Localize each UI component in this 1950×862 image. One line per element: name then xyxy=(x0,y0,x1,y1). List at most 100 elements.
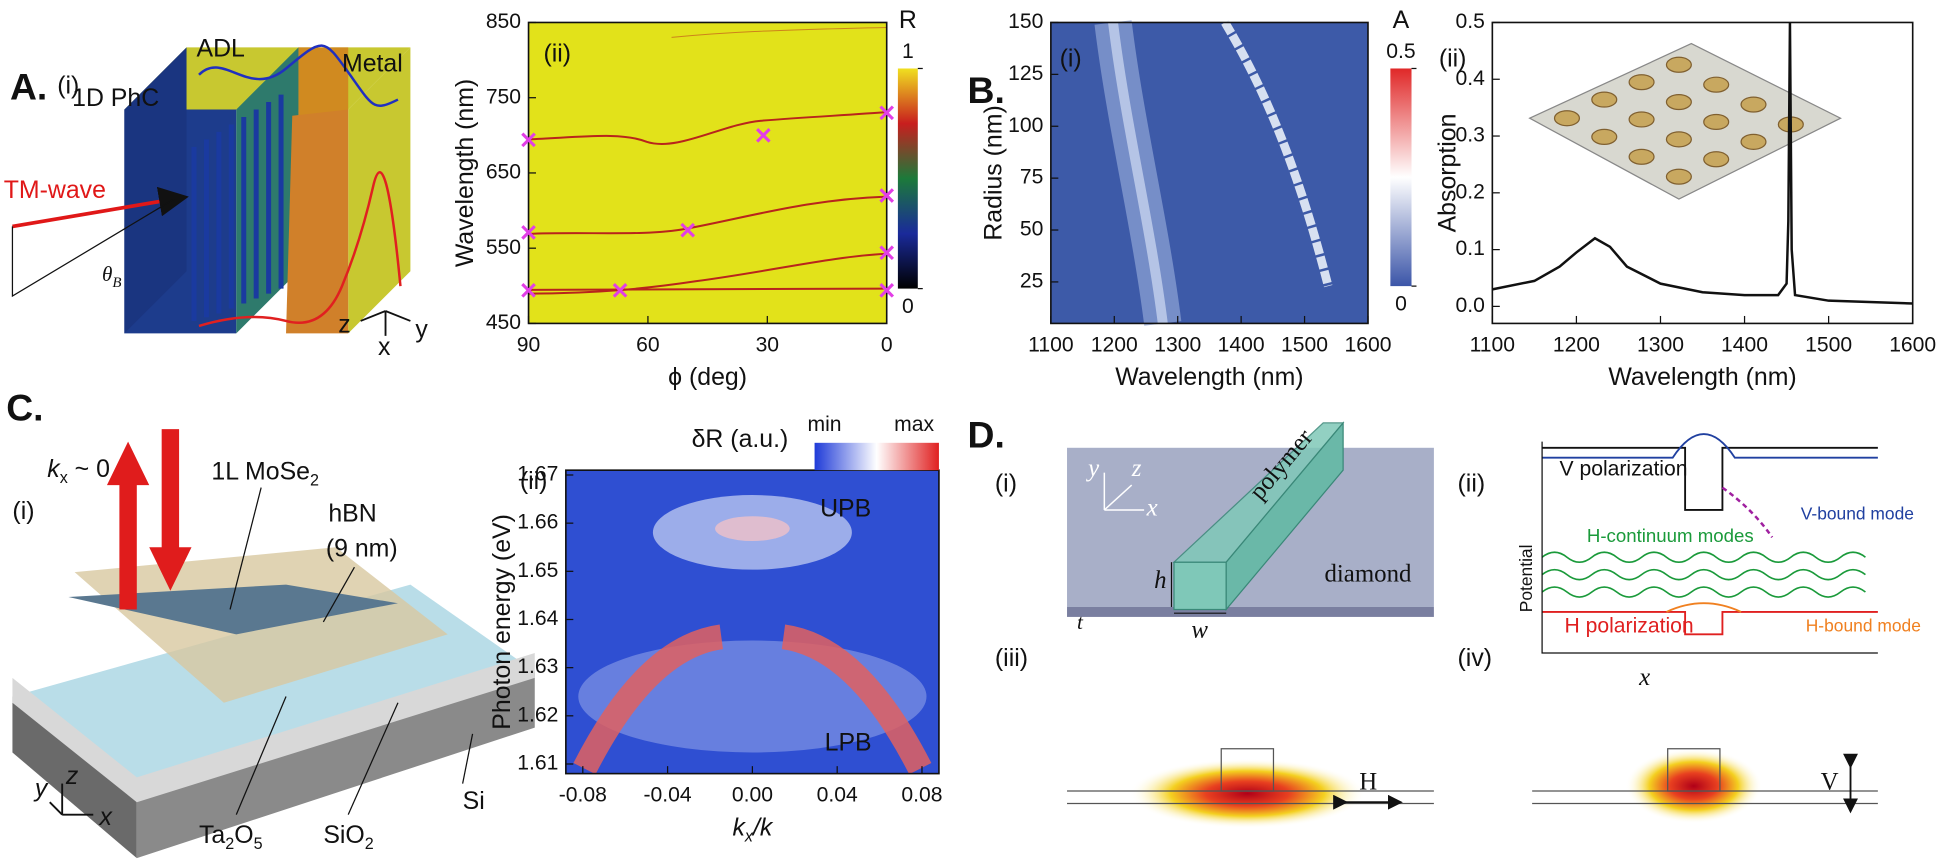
x-tick-label: 1500 xyxy=(1281,333,1328,356)
panel-label: (i) xyxy=(1060,44,1082,72)
y-tick-label: 0.2 xyxy=(1456,180,1485,203)
v-potential xyxy=(1542,446,1878,511)
marker xyxy=(756,128,771,143)
chip-front xyxy=(136,671,535,859)
marker xyxy=(521,283,536,298)
y-tick-label: 550 xyxy=(486,236,521,259)
o-sub: 5 xyxy=(254,835,263,853)
x-tick-label: 0.04 xyxy=(817,784,858,807)
h-label: h xyxy=(1154,567,1166,594)
tm-wave-arrow xyxy=(12,186,189,229)
h-pol-label: H polarization xyxy=(1564,614,1693,637)
marker xyxy=(879,188,895,203)
upb-peak xyxy=(715,516,790,542)
x-label: Wavelength (nm) xyxy=(1608,363,1796,391)
x-tick-label: 60 xyxy=(636,333,660,356)
mose: 1L MoSe xyxy=(211,457,310,485)
hbn-label: hBN xyxy=(328,500,376,528)
heatmap-bg xyxy=(528,22,887,324)
panel-letter: A. xyxy=(10,65,47,107)
x-label: Wavelength (nm) xyxy=(1115,363,1303,391)
x-tick-label: 1600 xyxy=(1344,333,1391,356)
marker xyxy=(680,222,696,238)
colorbar-tick-label: 0.5 xyxy=(1386,40,1415,63)
sub-label: (i) xyxy=(57,72,79,100)
k-label: kx ~ 0 xyxy=(47,455,110,488)
h-pol: H xyxy=(1359,768,1377,795)
panel-letter: C. xyxy=(6,386,43,428)
leader xyxy=(462,733,474,784)
y-tick-label: 125 xyxy=(1008,62,1043,85)
x-tick-label: 0.08 xyxy=(901,784,942,807)
k-sub: x xyxy=(60,469,68,487)
inset-metasurface xyxy=(1528,42,1842,200)
x-tick-label: 1100 xyxy=(1028,333,1073,356)
arrow-down-head xyxy=(149,547,192,591)
heatmap-b xyxy=(1050,20,1368,326)
y-tick-label: 0.1 xyxy=(1456,237,1485,260)
y-tick-label: 100 xyxy=(1008,114,1043,137)
colorbar xyxy=(814,442,939,471)
film xyxy=(1067,606,1434,617)
mose-sub: 2 xyxy=(310,472,319,490)
sub-label: (i) xyxy=(12,497,34,525)
panel-a-schematic: A. (i) 1D PhC ADL Metal TM-wave θB z x y xyxy=(4,34,429,360)
y-tick-label: 1.63 xyxy=(517,655,558,678)
x-tick-label: 1600 xyxy=(1889,333,1936,356)
y-axis-label: Photon energy (eV) xyxy=(488,514,516,730)
leader xyxy=(347,702,399,815)
layer-label: ADL xyxy=(196,34,244,62)
axis-z: z xyxy=(338,310,350,338)
angle-sub: B xyxy=(112,276,121,292)
line xyxy=(1492,22,1913,305)
ta-sub: 2 xyxy=(225,835,234,853)
x-tick-label: 1400 xyxy=(1721,333,1768,356)
mode-curves xyxy=(528,26,887,295)
axes-gizmo xyxy=(49,783,94,816)
sub-label: (iv) xyxy=(1458,644,1493,672)
y-tick-label: 1.62 xyxy=(517,703,558,726)
axis-y: y xyxy=(33,774,49,802)
panel-label: (ii) xyxy=(1439,44,1467,72)
colorbar-tick-label: 1 xyxy=(902,40,914,63)
x-tick-label: 1200 xyxy=(1091,333,1138,356)
colorbar xyxy=(1390,68,1412,287)
h-potential xyxy=(1542,611,1878,636)
colorbar-label: δR (a.u.) xyxy=(692,425,789,453)
band xyxy=(1221,20,1333,288)
x-tick-label: 1500 xyxy=(1805,333,1852,356)
y-tick-label: 1.61 xyxy=(517,752,558,775)
axis-y: y xyxy=(415,315,428,343)
panel-label: (ii) xyxy=(520,467,548,495)
x-tick-label: 1100 xyxy=(1470,333,1515,356)
annotation: LPB xyxy=(825,728,872,756)
wave-label: TM-wave xyxy=(4,176,106,204)
v-mode xyxy=(1542,433,1878,459)
axis-y: y xyxy=(1085,455,1100,482)
plot-frame xyxy=(1050,21,1369,325)
panel-d: D. (i) (ii) (iii) (iv) polymer diamond y… xyxy=(968,414,1921,829)
panel-letter: B. xyxy=(968,69,1005,111)
inset-disks xyxy=(1553,56,1804,185)
y-tick-label: 0.4 xyxy=(1456,67,1486,90)
y-axis-label: Wavelength (nm) xyxy=(451,79,479,267)
layer-label: Metal xyxy=(342,49,403,77)
si-label: Si xyxy=(463,787,485,815)
y-tick-label: 0.0 xyxy=(1456,294,1485,317)
waveguide-outline xyxy=(1667,748,1721,792)
axis-x: x xyxy=(98,803,113,831)
x-tick-label: -0.04 xyxy=(644,784,692,807)
x-tick-label: -0.08 xyxy=(559,784,607,807)
x-label-rest: /k xyxy=(751,813,774,841)
w-label: w xyxy=(1191,617,1208,644)
sub-label: (ii) xyxy=(1458,470,1486,498)
y-tick-label: 650 xyxy=(486,161,521,184)
axes-gizmo xyxy=(360,310,411,336)
y-tick-label: 1.66 xyxy=(517,511,558,534)
h-mode xyxy=(1666,602,1742,613)
v-pol-label: V polarization xyxy=(1560,458,1688,481)
colorbar-tick-label: 0 xyxy=(902,295,914,318)
